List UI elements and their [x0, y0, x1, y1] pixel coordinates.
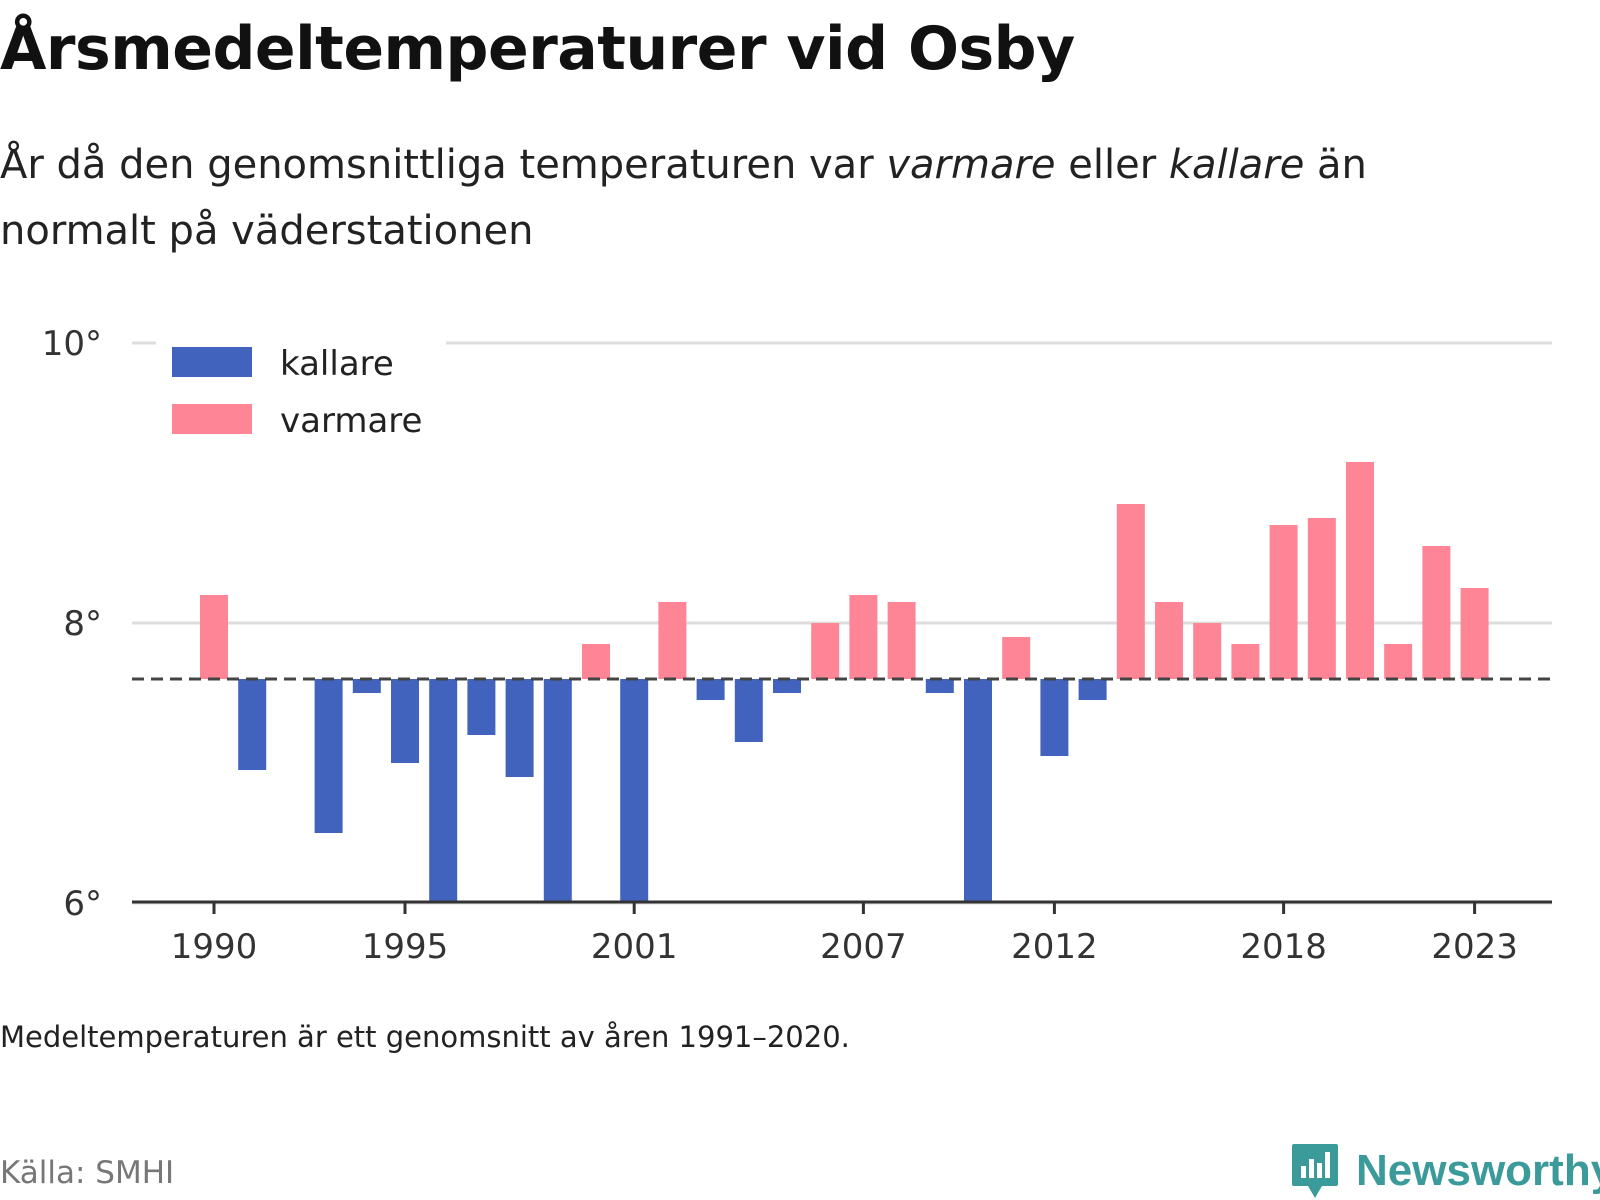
x-tick-label-2023: 2023: [1431, 927, 1518, 967]
bar-2022: [1422, 546, 1451, 679]
bar-1996: [429, 679, 458, 902]
bar-1998: [505, 679, 534, 777]
bar-2011: [1002, 637, 1031, 679]
x-tick-label-1990: 1990: [171, 927, 258, 967]
legend-swatch-kallare: [172, 347, 252, 377]
bar-1993: [314, 679, 343, 833]
bar-2004: [734, 679, 763, 742]
subtitle-text-2: eller: [1055, 142, 1169, 188]
bar-2014: [1116, 504, 1145, 679]
bar-2019: [1307, 518, 1336, 679]
y-axis-ticks: 4°6°8°10°: [42, 324, 102, 924]
bar-1990: [200, 595, 228, 679]
x-tick-label-2018: 2018: [1240, 927, 1327, 967]
bar-2009: [925, 679, 954, 693]
legend-label-varmare: varmare: [280, 401, 422, 441]
legend-label-kallare: kallare: [280, 344, 394, 384]
bar-2003: [696, 679, 725, 700]
brand-name: Newsworthy: [1356, 1146, 1600, 1195]
bar-2006: [811, 623, 840, 679]
subtitle-warm-word: varmare: [886, 142, 1056, 188]
x-tick-label-2012: 2012: [1011, 927, 1098, 967]
chart-title: Årsmedeltemperaturer vid Osby: [0, 14, 1075, 84]
subtitle-text-3: än normalt på väderstationen: [0, 142, 1367, 254]
subtitle-text-1: År då den genomsnittliga temperaturen va…: [0, 142, 887, 188]
bar-chart-logo-icon: [1292, 1144, 1338, 1198]
bar-1991: [238, 679, 267, 770]
source-credit: Källa: SMHI: [0, 1155, 175, 1191]
bar-2021: [1384, 644, 1413, 679]
x-tick-label-2001: 2001: [591, 927, 678, 967]
footnote: Medeltemperaturen är ett genomsnitt av å…: [0, 1020, 850, 1054]
bar-2017: [1231, 644, 1260, 679]
bar-2000: [582, 644, 610, 679]
y-tick-label-8: 8°: [63, 604, 102, 644]
legend: kallare varmare: [156, 335, 446, 445]
bars: [200, 462, 1489, 902]
x-tick-label-1995: 1995: [362, 927, 449, 967]
bar-1997: [467, 679, 496, 735]
bar-1995: [391, 679, 419, 763]
y-tick-label-6: 6°: [63, 884, 102, 924]
bar-2018: [1269, 525, 1298, 679]
bar-2001: [620, 679, 649, 902]
chart-subtitle: År då den genomsnittliga temperaturen va…: [0, 132, 1520, 264]
legend-swatch-varmare: [172, 404, 252, 434]
x-tick-label-2007: 2007: [820, 927, 907, 967]
bar-2008: [887, 602, 916, 679]
x-axis: 1990 1995 2001 2007 2012 2018 2023: [132, 900, 1552, 967]
y-tick-label-10: 10°: [42, 324, 102, 364]
bar-2013: [1078, 679, 1107, 700]
bar-2010: [964, 679, 992, 902]
bar-1999: [543, 679, 572, 902]
bar-2016: [1193, 623, 1222, 679]
bar-2005: [773, 679, 801, 693]
bar-1994: [352, 679, 381, 693]
bar-2015: [1155, 602, 1183, 679]
subtitle-cold-word: kallare: [1168, 142, 1305, 188]
bar-2020: [1346, 462, 1374, 679]
bar-2002: [658, 602, 687, 679]
bar-2023: [1460, 588, 1489, 679]
bar-2012: [1040, 679, 1069, 756]
brand-logo[interactable]: Newsworthy: [1290, 1142, 1600, 1200]
bar-2007: [849, 595, 878, 679]
